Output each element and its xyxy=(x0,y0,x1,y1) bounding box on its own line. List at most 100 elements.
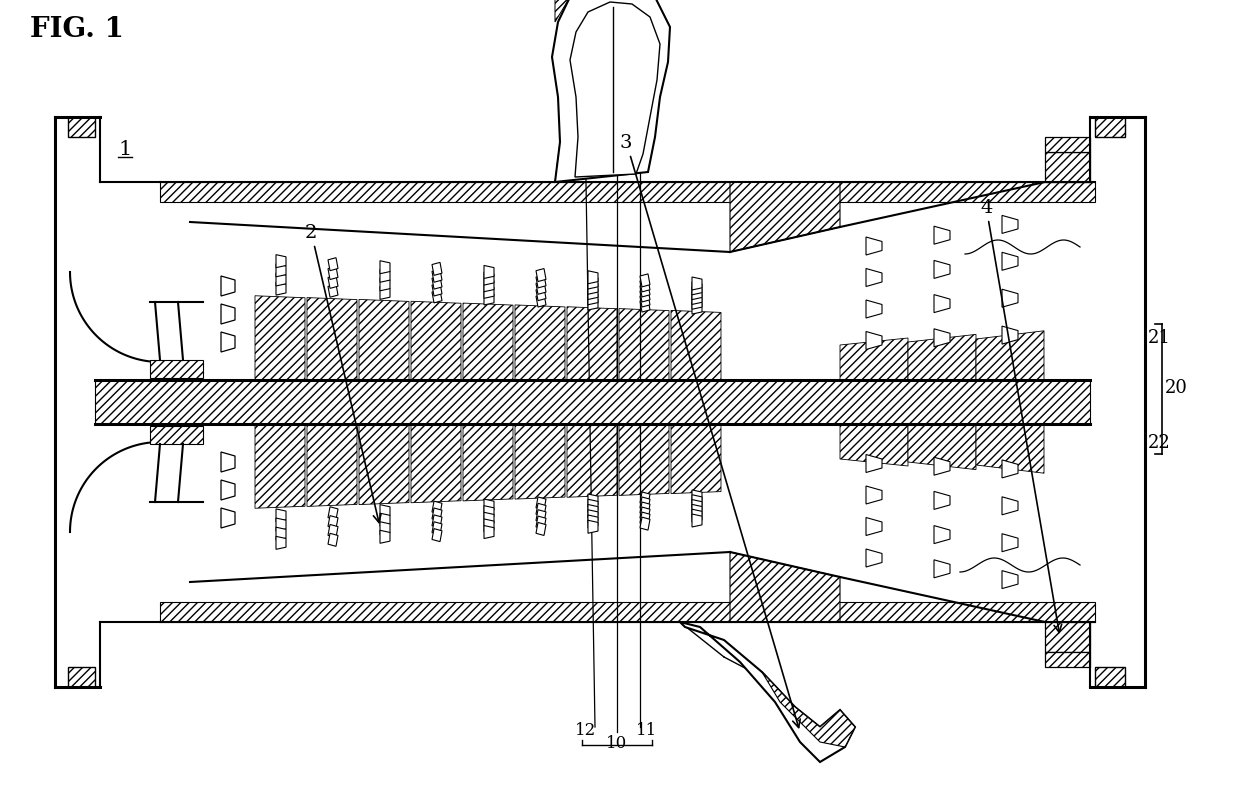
Polygon shape xyxy=(1002,216,1018,234)
Polygon shape xyxy=(588,271,598,285)
Polygon shape xyxy=(934,492,950,510)
Polygon shape xyxy=(329,267,339,280)
Polygon shape xyxy=(536,497,546,510)
Polygon shape xyxy=(536,269,546,282)
Polygon shape xyxy=(536,276,546,289)
Polygon shape xyxy=(379,278,391,291)
Polygon shape xyxy=(329,276,339,289)
Polygon shape xyxy=(1045,138,1090,153)
Polygon shape xyxy=(277,537,286,549)
Polygon shape xyxy=(329,533,339,547)
Polygon shape xyxy=(692,287,702,300)
Polygon shape xyxy=(692,500,702,513)
Polygon shape xyxy=(671,424,720,494)
Text: FIG. 1: FIG. 1 xyxy=(30,16,124,43)
Polygon shape xyxy=(432,508,441,521)
Text: 20: 20 xyxy=(1166,379,1188,396)
Polygon shape xyxy=(839,338,908,380)
Polygon shape xyxy=(484,266,494,279)
Polygon shape xyxy=(360,300,409,380)
Polygon shape xyxy=(1045,622,1090,652)
Polygon shape xyxy=(730,553,839,622)
Polygon shape xyxy=(976,424,1044,474)
Polygon shape xyxy=(379,270,391,283)
Polygon shape xyxy=(934,526,950,544)
Polygon shape xyxy=(277,528,286,541)
Polygon shape xyxy=(640,285,650,298)
Polygon shape xyxy=(463,304,513,380)
Polygon shape xyxy=(484,293,494,306)
Polygon shape xyxy=(277,273,286,286)
Polygon shape xyxy=(360,424,409,505)
Polygon shape xyxy=(308,298,357,380)
Polygon shape xyxy=(866,518,882,536)
Polygon shape xyxy=(640,300,650,313)
Polygon shape xyxy=(1045,652,1090,667)
Polygon shape xyxy=(484,519,494,533)
Polygon shape xyxy=(866,237,882,256)
Polygon shape xyxy=(432,522,441,535)
Polygon shape xyxy=(908,335,976,380)
Polygon shape xyxy=(484,526,494,539)
Text: 1: 1 xyxy=(118,140,131,159)
Polygon shape xyxy=(588,282,598,295)
Polygon shape xyxy=(588,520,598,533)
Polygon shape xyxy=(976,331,1044,380)
Polygon shape xyxy=(692,504,702,518)
Polygon shape xyxy=(329,507,339,520)
Text: 10: 10 xyxy=(606,734,627,751)
Polygon shape xyxy=(221,480,236,500)
Polygon shape xyxy=(536,516,546,529)
Polygon shape xyxy=(277,283,286,296)
Polygon shape xyxy=(692,282,702,295)
Polygon shape xyxy=(1002,534,1018,552)
Polygon shape xyxy=(484,512,494,525)
Polygon shape xyxy=(866,269,882,287)
Polygon shape xyxy=(255,424,305,508)
Polygon shape xyxy=(484,273,494,286)
Polygon shape xyxy=(934,227,950,245)
Polygon shape xyxy=(588,500,598,512)
Polygon shape xyxy=(671,311,720,380)
Polygon shape xyxy=(640,517,650,530)
Polygon shape xyxy=(463,424,513,501)
Polygon shape xyxy=(432,270,441,283)
Polygon shape xyxy=(68,667,95,687)
Polygon shape xyxy=(1002,290,1018,308)
Polygon shape xyxy=(908,424,976,470)
Text: 11: 11 xyxy=(636,721,657,738)
Polygon shape xyxy=(1002,253,1018,271)
Polygon shape xyxy=(329,516,339,529)
Polygon shape xyxy=(379,513,391,527)
Polygon shape xyxy=(692,490,702,504)
Polygon shape xyxy=(1095,118,1125,138)
Polygon shape xyxy=(221,333,236,353)
Polygon shape xyxy=(692,297,702,310)
Polygon shape xyxy=(588,293,598,306)
Polygon shape xyxy=(556,0,595,23)
Polygon shape xyxy=(329,285,339,298)
Polygon shape xyxy=(934,295,950,314)
Polygon shape xyxy=(588,298,598,310)
Polygon shape xyxy=(484,279,494,293)
Polygon shape xyxy=(432,515,441,529)
Polygon shape xyxy=(588,277,598,290)
Polygon shape xyxy=(221,508,236,529)
Text: 3: 3 xyxy=(620,134,800,727)
Polygon shape xyxy=(640,508,650,520)
Polygon shape xyxy=(432,263,441,276)
Polygon shape xyxy=(221,277,236,297)
Polygon shape xyxy=(730,183,839,253)
Polygon shape xyxy=(866,301,882,318)
Polygon shape xyxy=(556,138,578,183)
Polygon shape xyxy=(692,509,702,523)
Polygon shape xyxy=(536,294,546,308)
Polygon shape xyxy=(379,505,391,518)
Polygon shape xyxy=(567,307,618,380)
Polygon shape xyxy=(160,183,1095,203)
Polygon shape xyxy=(934,560,950,578)
Polygon shape xyxy=(640,497,650,510)
Polygon shape xyxy=(379,522,391,535)
Polygon shape xyxy=(484,286,494,299)
Polygon shape xyxy=(866,549,882,567)
